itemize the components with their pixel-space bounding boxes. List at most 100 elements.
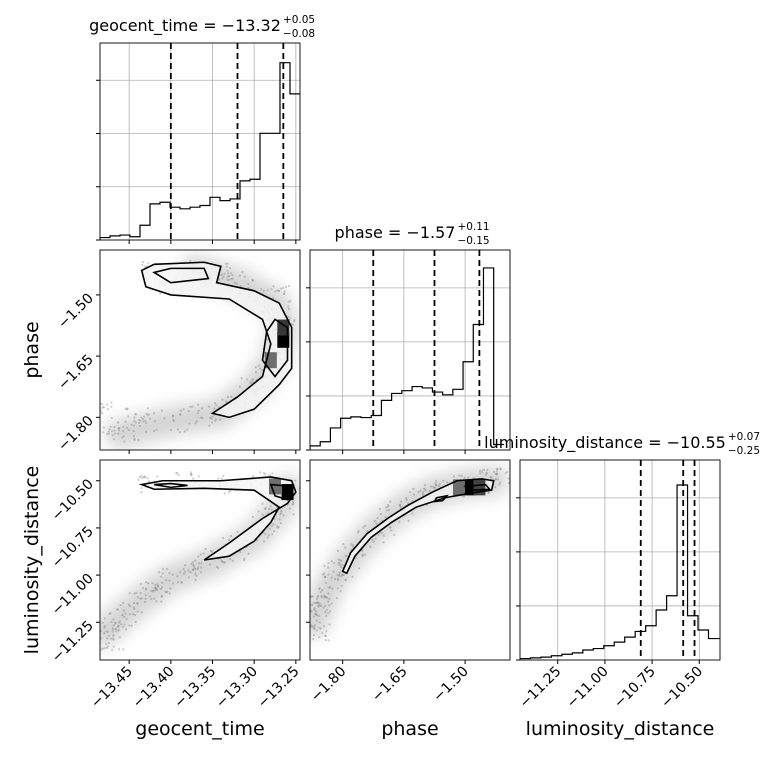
sample-point (259, 367, 262, 370)
sample-point (315, 629, 319, 632)
sample-point (103, 617, 106, 620)
sample-point (187, 409, 190, 412)
sample-point (405, 498, 408, 501)
sample-point (272, 285, 275, 288)
sample-point (276, 525, 279, 528)
hist-title-luminosity_distance: luminosity_distance = −10.55 (484, 433, 726, 453)
sample-point (287, 315, 290, 318)
sample-point (231, 277, 234, 280)
sample-point (224, 262, 228, 265)
sample-point (310, 603, 313, 607)
sample-point (337, 562, 340, 565)
sample-point (209, 549, 212, 553)
sample-point (284, 285, 287, 289)
sample-point (116, 421, 120, 424)
sample-point (386, 503, 390, 507)
sample-point (226, 275, 230, 278)
panel-frame (99, 42, 301, 241)
sample-point (310, 625, 313, 628)
sample-point (147, 262, 150, 265)
sample-point (400, 500, 403, 503)
sample-point (435, 484, 438, 487)
histogram-phase (310, 267, 504, 450)
sample-point (197, 555, 200, 558)
sample-point (314, 612, 317, 616)
sample-point (342, 573, 345, 577)
sample-point (458, 474, 461, 477)
sample-point (336, 574, 339, 577)
sample-point (239, 284, 242, 288)
sample-point (322, 625, 326, 628)
sample-point (105, 403, 109, 406)
sample-point (434, 481, 437, 485)
sample-point (437, 484, 441, 487)
sample-point (202, 552, 205, 555)
sample-point (168, 579, 171, 582)
sample-point (179, 409, 182, 412)
sample-point (257, 510, 260, 513)
sample-point (494, 472, 497, 476)
sample-point (113, 425, 116, 429)
sample-point (324, 604, 327, 607)
sample-point (197, 409, 200, 413)
sample-point (102, 431, 105, 434)
hist-title-phase: phase = −1.57 (335, 223, 456, 242)
sample-point (247, 282, 250, 285)
sample-point (157, 571, 161, 574)
sample-point (102, 426, 105, 429)
sample-point (328, 597, 331, 601)
density-cell (452, 479, 465, 496)
sample-point (103, 647, 106, 650)
sample-point (338, 571, 341, 574)
sample-point (314, 609, 317, 612)
sample-point (132, 430, 135, 433)
contour-inner-2 (269, 483, 293, 501)
sample-point (141, 260, 145, 264)
sample-point (342, 542, 345, 546)
sample-point (287, 300, 290, 303)
sample-point (272, 296, 275, 300)
x-tick-label: −13.25 (255, 664, 303, 712)
sample-point (134, 620, 137, 623)
sample-point (123, 623, 126, 626)
sample-point (138, 419, 141, 422)
sample-point (136, 610, 139, 613)
sample-point (134, 413, 137, 416)
density-cell (277, 331, 290, 348)
sample-point (128, 592, 131, 595)
sample-point (180, 581, 183, 584)
sample-point (189, 473, 193, 477)
sample-point (277, 289, 281, 292)
sample-point (321, 632, 324, 635)
sample-point (114, 622, 117, 625)
sample-point (291, 503, 294, 506)
sample-point (211, 550, 214, 553)
sample-point (139, 424, 142, 428)
x-tick-label: −10.75 (611, 664, 659, 712)
sample-point (483, 468, 486, 472)
sample-point (330, 560, 333, 563)
sample-point (101, 621, 104, 624)
sample-point (421, 492, 424, 496)
sample-point (182, 408, 185, 411)
sample-point (293, 318, 296, 321)
sample-point (499, 468, 502, 471)
sample-point (496, 468, 499, 471)
sample-point (133, 438, 136, 441)
sample-point (273, 530, 276, 533)
sample-point (361, 553, 364, 556)
sample-point (294, 479, 297, 482)
sample-point (248, 381, 252, 384)
sample-point (344, 579, 347, 582)
hist-panel-luminosity_distance: luminosity_distance = −10.55 +0.07 −0.25 (484, 431, 760, 664)
sample-point (109, 425, 112, 428)
x-tick-label: −13.40 (130, 664, 178, 712)
sample-point (161, 581, 164, 584)
sample-point (351, 543, 354, 547)
sample-point (325, 630, 328, 633)
x-axis-label-geocent_time: geocent_time (135, 718, 264, 740)
y-tick-label: −11.00 (49, 571, 97, 619)
sample-point (228, 558, 232, 561)
sample-point (192, 477, 195, 480)
sample-point (333, 577, 337, 581)
